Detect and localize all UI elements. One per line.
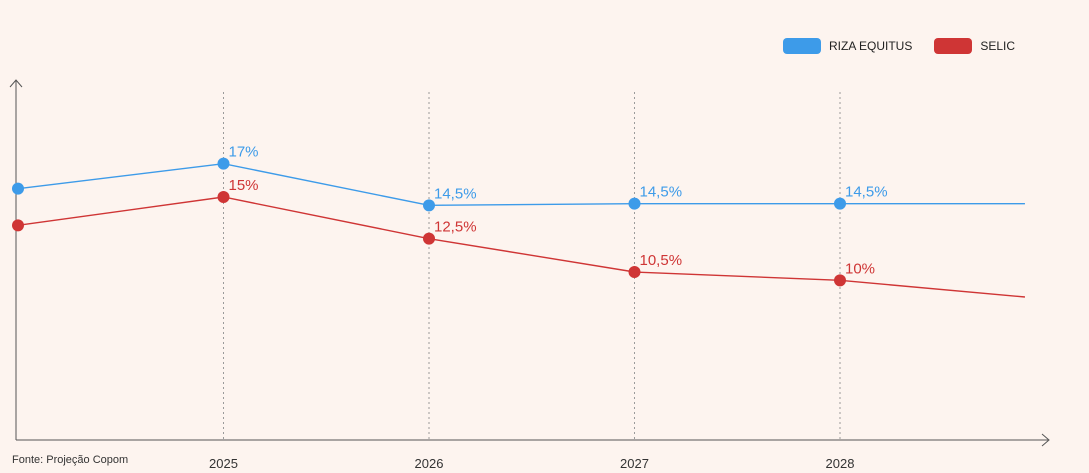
x-tick-labels: 2025 2026 2027 2028 <box>209 456 854 471</box>
data-point-riza-equitus-0 <box>12 182 24 195</box>
data-label-selic-2: 12,5% <box>434 219 477 236</box>
data-point-selic-4 <box>834 274 846 287</box>
axes <box>9 79 1050 447</box>
data-point-selic-0 <box>12 219 24 232</box>
data-point-selic-2 <box>423 232 435 245</box>
grid-lines <box>223 92 841 440</box>
x-axis-arrow <box>1041 433 1050 447</box>
legend-label-selic: SELIC <box>980 39 1016 53</box>
data-label-riza-equitus-3: 14,5% <box>640 184 683 201</box>
x-tick-label-2025: 2025 <box>209 456 238 471</box>
x-tick-label-2026: 2026 <box>415 456 444 471</box>
data-label-selic-1: 15% <box>229 177 259 194</box>
data-point-selic-3 <box>628 266 641 278</box>
legend-label-riza-equitus: RIZA EQUITUS <box>829 39 913 53</box>
y-axis-arrow <box>9 79 23 88</box>
data-label-riza-equitus-4: 14,5% <box>845 184 888 201</box>
source-note: Fonte: Projeção Copom <box>12 454 129 466</box>
legend-swatch-selic <box>934 38 973 54</box>
legend: RIZA EQUITUS SELIC <box>783 38 1015 54</box>
x-tick-label-2028: 2028 <box>826 456 855 471</box>
data-point-riza-equitus-2 <box>423 199 435 212</box>
data-label-selic-4: 10% <box>845 260 875 277</box>
series-line-riza-equitus <box>17 162 1025 207</box>
data-label-selic-3: 10,5% <box>640 252 683 269</box>
x-tick-label-2027: 2027 <box>620 456 649 471</box>
data-point-selic-1 <box>217 191 230 203</box>
legend-item-riza-equitus[interactable]: RIZA EQUITUS <box>783 38 912 54</box>
data-label-riza-equitus-2: 14,5% <box>434 185 477 202</box>
series-group: 17% 14,5% 14,5% 14,5% 15% 12,5% 10,5% 10% <box>12 144 1026 298</box>
series-line-selic <box>17 196 1026 298</box>
data-point-riza-equitus-1 <box>217 157 230 170</box>
data-point-riza-equitus-3 <box>628 197 641 210</box>
data-label-riza-equitus-1: 17% <box>229 144 259 161</box>
data-point-riza-equitus-4 <box>834 197 846 210</box>
legend-item-selic[interactable]: SELIC <box>934 38 1015 54</box>
legend-swatch-riza-equitus <box>783 38 821 54</box>
